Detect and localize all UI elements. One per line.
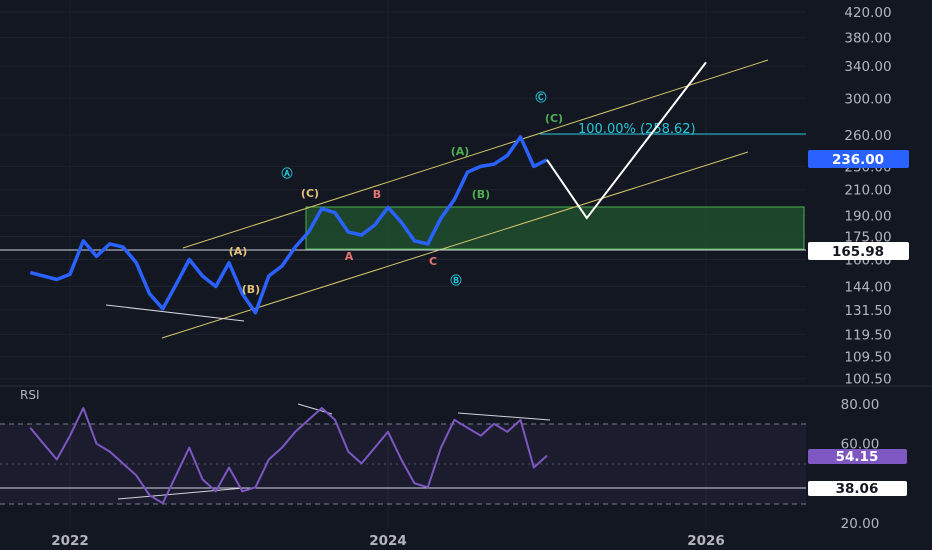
wave-label: (C) xyxy=(301,187,319,200)
time-axis[interactable]: 2022 2024 2026 xyxy=(51,533,725,549)
support-price-badge: 165.98 xyxy=(808,242,909,260)
support-zone xyxy=(305,206,805,250)
price-tick-label: 210.00 xyxy=(844,183,891,199)
wave-label: Ⓐ xyxy=(282,166,293,180)
price-tick-label: 119.50 xyxy=(844,327,891,343)
price-tick-label: 131.50 xyxy=(844,303,891,319)
time-tick-label: 2026 xyxy=(687,533,725,549)
wave-label: B xyxy=(373,188,381,201)
rsi-divergence-1 xyxy=(117,487,245,500)
rsi-title: RSI xyxy=(20,388,40,402)
svg-text:54.15: 54.15 xyxy=(836,449,879,465)
price-tick-label: 175.00 xyxy=(844,229,891,245)
price-tick-label: 380.00 xyxy=(844,31,891,47)
wave-label: (C) xyxy=(545,112,563,125)
svg-text:165.98: 165.98 xyxy=(832,244,884,260)
price-tick-label: 260.00 xyxy=(844,128,891,144)
channel-upper-line xyxy=(182,59,769,249)
wave-label: C xyxy=(429,255,437,268)
rsi-series-line xyxy=(29,407,548,505)
last-price-badge: 236.00 xyxy=(808,150,909,168)
chart-grid xyxy=(0,0,806,528)
projection-path xyxy=(546,61,707,220)
price-tick-label: 109.50 xyxy=(844,350,891,366)
wave-label: (A) xyxy=(451,145,470,158)
price-tick-label: 300.00 xyxy=(844,91,891,107)
svg-text:236.00: 236.00 xyxy=(832,152,884,168)
wave-label: Ⓒ xyxy=(536,90,547,104)
time-tick-label: 2022 xyxy=(51,533,89,549)
fib-label: 100.00% (258.62) xyxy=(578,122,696,137)
rsi-tick-label: 20.00 xyxy=(841,516,880,532)
wave-label: (A) xyxy=(229,245,248,258)
price-tick-label: 144.00 xyxy=(844,279,891,295)
wave-label: A xyxy=(345,250,354,263)
price-tick-label: 190.00 xyxy=(844,208,891,224)
rsi-level-badge: 38.06 xyxy=(808,481,907,497)
rsi-value-badge: 54.15 xyxy=(808,449,907,465)
wave-label: Ⓑ xyxy=(451,273,462,287)
price-tick-label: 340.00 xyxy=(844,59,891,75)
channel-lower-line xyxy=(161,151,749,339)
rsi-axis[interactable]: 80.00 60.00 20.00 xyxy=(841,397,880,532)
svg-text:38.06: 38.06 xyxy=(836,481,879,497)
wave-labels: Ⓐ (C) (A) (B) B A C Ⓑ (A) (B) (C) Ⓒ xyxy=(229,90,563,296)
wave-label: (B) xyxy=(472,188,490,201)
price-tick-label: 420.00 xyxy=(844,5,891,21)
divergence-line-price xyxy=(105,304,245,322)
rsi-tick-label: 60.00 xyxy=(841,437,880,453)
price-axis[interactable]: 420.00380.00340.00300.00260.00230.00210.… xyxy=(844,5,891,388)
rsi-divergence-3 xyxy=(457,412,551,421)
wave-label: (B) xyxy=(242,283,260,296)
rsi-tick-label: 80.00 xyxy=(841,397,880,413)
price-series-line xyxy=(29,135,548,315)
price-tick-label: 100.50 xyxy=(844,372,891,388)
time-tick-label: 2024 xyxy=(369,533,407,549)
